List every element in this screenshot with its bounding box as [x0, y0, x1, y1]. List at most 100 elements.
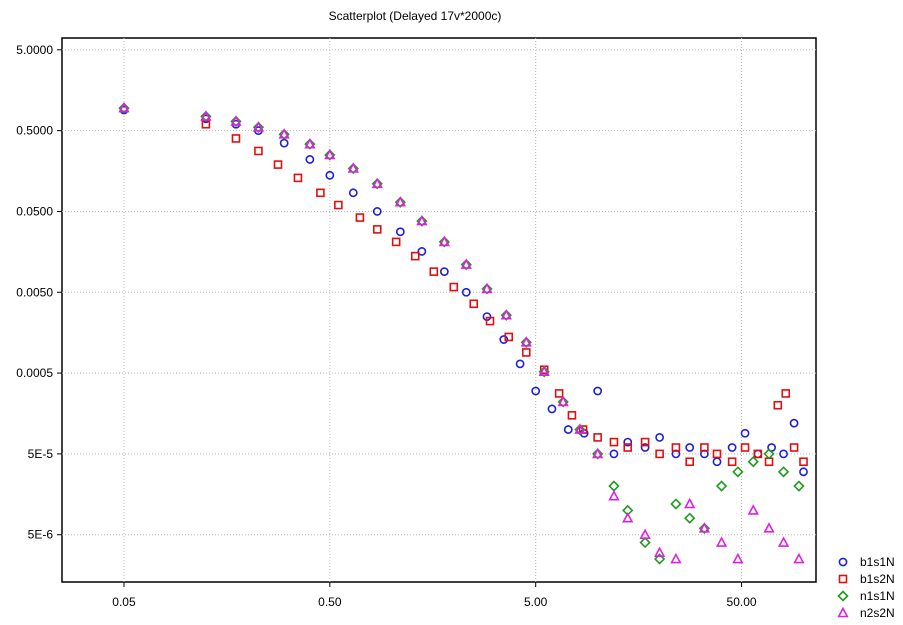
- b1s2N-point: [372, 225, 382, 234]
- n2s2N-point: [653, 546, 666, 557]
- n2s2N-point: [763, 522, 775, 533]
- b1s2N-point: [781, 389, 791, 398]
- data-points: [118, 101, 808, 565]
- n1s1N-point: [639, 536, 651, 549]
- n2s2N-point: [639, 528, 651, 540]
- n1s1N-point: [500, 309, 512, 321]
- n2s2N-point: [777, 536, 790, 547]
- n1s1N-point: [715, 480, 728, 492]
- n2s2N-point: [520, 336, 532, 347]
- n2s2N-point: [304, 137, 316, 149]
- n1s1N-point: [347, 162, 359, 175]
- b1s1N-point: [531, 386, 541, 396]
- b1s2N-point: [391, 237, 401, 247]
- b1s2N-point: [554, 389, 564, 398]
- b1s1N-point: [461, 287, 471, 297]
- n2s2N-point: [460, 258, 472, 269]
- series-n2s2N: [118, 101, 805, 564]
- n1s1N-point: [732, 466, 744, 478]
- legend-label-n1s1N: n1s1N: [860, 589, 895, 603]
- b1s1N-point: [547, 404, 557, 414]
- b1s2N-point: [521, 348, 531, 357]
- n1s1N-point: [653, 553, 666, 565]
- b1s2N-point: [334, 200, 343, 210]
- b1s1N-point: [395, 227, 405, 237]
- legend-label-n2s2N: n2s2N: [860, 606, 895, 620]
- n1s1N-point: [520, 336, 532, 348]
- n2s2N-point: [793, 552, 805, 564]
- legend: b1s1N b1s2N n1s1N n2s2N: [837, 555, 895, 620]
- n1s1N-point: [394, 196, 406, 208]
- b1s2N-point: [410, 251, 420, 261]
- n2s2N-point: [371, 177, 383, 189]
- b1s1N-point: [593, 386, 603, 396]
- b1s1N-point: [789, 418, 799, 428]
- b1s2N-point: [567, 411, 577, 420]
- n1s1N-point: [438, 236, 450, 248]
- b1s2N-point: [671, 443, 681, 452]
- n2s2N-point: [622, 512, 634, 523]
- y-tick-label: 0.5000: [16, 124, 53, 138]
- n2s2N-point: [118, 101, 130, 113]
- legend-marker-b1s2N: [838, 574, 848, 584]
- n1s1N-point: [304, 138, 316, 150]
- n1s1N-point: [684, 512, 696, 524]
- b1s2N-point: [485, 316, 495, 326]
- n2s2N-point: [200, 110, 212, 121]
- b1s2N-point: [640, 437, 650, 447]
- axis-ticks: 0.05 0.50 5.00 50.00 5.0000 0.5000 0.0500 0.005…: [16, 43, 757, 609]
- b1s2N-point: [712, 449, 722, 459]
- n1s1N-point: [324, 149, 336, 161]
- n1s1N-point: [371, 178, 383, 190]
- y-tick-label: 0.0050: [16, 285, 53, 299]
- b1s1N-point: [799, 467, 808, 477]
- b1s1N-point: [655, 433, 665, 442]
- n2s2N-point: [230, 115, 242, 126]
- n2s2N-point: [715, 536, 728, 547]
- n1s1N-point: [557, 396, 569, 408]
- chart-title: Scatterplot (Delayed 17v*2000c): [329, 9, 502, 23]
- n1s1N-point: [747, 456, 759, 468]
- n1s1N-point: [200, 110, 212, 123]
- b1s1N-point: [417, 247, 427, 256]
- n1s1N-point: [460, 258, 472, 271]
- b1s1N-point: [439, 267, 449, 277]
- n1s1N-point: [574, 423, 586, 436]
- b1s1N-point: [623, 437, 633, 447]
- n2s2N-point: [481, 282, 493, 294]
- b1s2N-point: [355, 213, 365, 222]
- n2s2N-point: [557, 395, 569, 407]
- b1s2N-point: [753, 449, 763, 459]
- n1s1N-point: [416, 215, 428, 227]
- n2s2N-point: [252, 121, 265, 132]
- b1s1N-point: [740, 428, 750, 438]
- n2s2N-point: [438, 235, 450, 247]
- legend-marker-b1s1N: [838, 557, 848, 567]
- legend-marker-n1s1N: [837, 590, 849, 602]
- b1s2N-point: [685, 457, 694, 467]
- b1s2N-point: [727, 457, 737, 467]
- n1s1N-point: [670, 498, 682, 510]
- b1s2N-point: [273, 160, 283, 169]
- b1s2N-point: [789, 443, 799, 452]
- n2s2N-point: [324, 148, 336, 160]
- n1s1N-point: [118, 102, 130, 114]
- b1s1N-point: [563, 425, 573, 434]
- b1s2N-point: [740, 443, 750, 452]
- b1s2N-point: [231, 134, 241, 143]
- n1s1N-point: [538, 366, 550, 378]
- n2s2N-point: [608, 489, 620, 501]
- b1s2N-point: [449, 282, 459, 292]
- n1s1N-point: [278, 128, 290, 140]
- b1s1N-point: [685, 443, 695, 452]
- b1s2N-point: [469, 299, 479, 309]
- n2s2N-point: [500, 309, 512, 320]
- series-n1s1N: [118, 102, 805, 565]
- y-tick-label: 5.0000: [16, 43, 53, 57]
- b1s1N-point: [372, 207, 382, 216]
- n1s1N-point: [763, 448, 775, 460]
- b1s1N-point: [609, 449, 619, 459]
- y-tick-label: 5E-5: [28, 447, 54, 461]
- x-tick-label: 0.50: [318, 595, 342, 609]
